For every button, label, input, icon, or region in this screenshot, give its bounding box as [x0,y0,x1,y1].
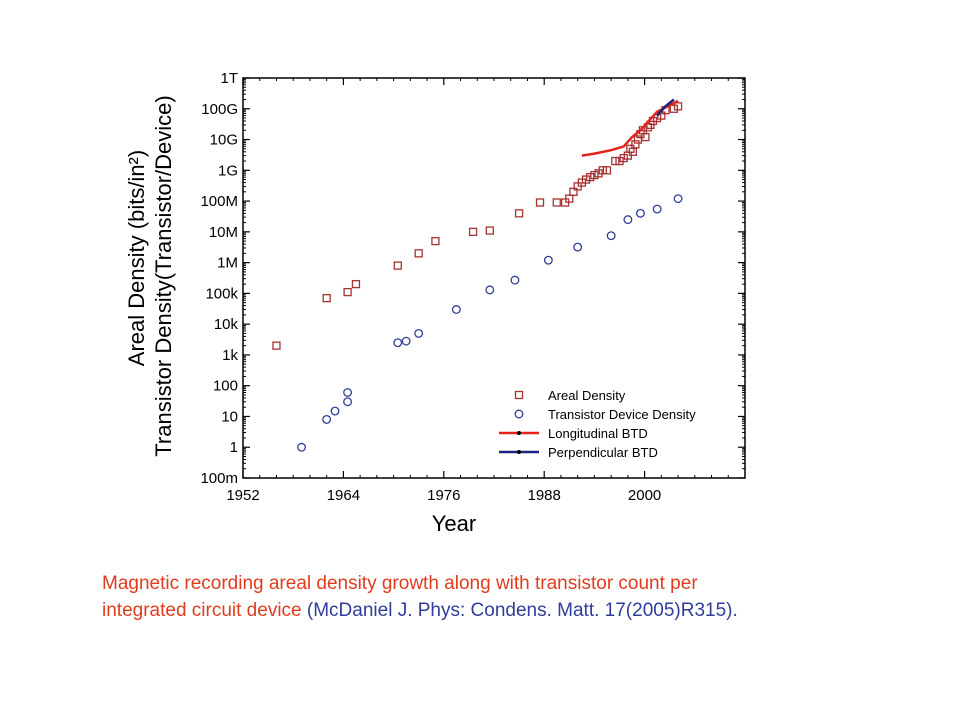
y-tick-label: 10 [221,408,238,425]
y-tick-label: 10M [209,224,238,241]
data-point-circle [606,231,616,241]
data-point-circle [414,328,424,338]
data-point-square [631,140,640,149]
series-line [656,98,675,117]
data-point-circle [510,275,520,285]
data-point-square [641,132,650,142]
data-point-square [602,166,612,175]
y-axis-title-2: Transistor Density(Transistor/Device) [151,95,176,456]
x-tick-label: 1988 [528,487,561,504]
data-point-square [669,104,679,113]
y-tick-label: 10G [210,132,238,149]
legend-swatch-circle [514,409,524,419]
y-tick-label: 100k [205,285,238,302]
y-tick-label: 1G [218,162,238,179]
data-point-square [673,102,683,111]
caption-citation: (McDaniel J. Phys: Condens. Matt. 17(200… [306,600,738,621]
data-point-circle [623,215,633,225]
data-point-circle [343,388,353,397]
data-point-square [431,236,440,246]
data-point-square [535,198,545,207]
legend-swatch-dot [517,450,521,454]
data-point-square [552,198,561,207]
data-point-square [468,227,478,236]
x-tick-label: 1976 [427,487,460,504]
legend-swatch-dot [517,431,521,435]
caption-line-1: Magnetic recording areal density growth … [102,573,698,594]
x-tick-label: 2000 [628,487,661,504]
data-point-square [581,175,591,184]
y-tick-label: 1k [222,347,238,364]
data-point-square [514,209,524,218]
data-point-circle [322,414,332,424]
data-point-square [598,166,607,175]
y-tick-label: 1 [230,439,238,456]
data-point-square [485,226,494,235]
legend-label: Areal Density [548,388,626,403]
figure-caption: Magnetic recording areal density growth … [102,570,942,624]
data-point-circle [330,406,340,416]
y-tick-label: 100G [201,101,238,118]
legend-swatch-square [514,390,524,400]
data-point-square [351,279,361,289]
x-axis-title: Year [432,511,476,536]
y-tick-label: 100M [200,193,238,210]
data-point-square [393,261,402,270]
data-point-circle [393,338,403,348]
data-point-square [611,156,620,166]
data-point-circle [573,242,583,252]
caption-line-2: integrated circuit device [102,600,307,621]
y-tick-label: 1T [220,70,238,87]
y-tick-label: 10k [214,316,239,333]
data-point-circle [343,397,353,407]
data-point-square [272,341,281,350]
legend-label: Longitudinal BTD [548,426,648,441]
chart-svg: 1T100G10G1G100M10M1M100k10k1k100101100m1… [124,70,746,536]
data-point-square [586,172,595,182]
y-axis-title: Areal Density (bits/in²) [124,150,149,366]
data-point-square [414,249,423,258]
data-point-circle [543,255,553,265]
data-point-square [590,170,599,180]
x-tick-label: 1964 [327,487,360,504]
data-point-circle [451,305,461,314]
data-point-circle [635,208,645,218]
data-point-circle [401,336,411,346]
data-point-square [569,187,578,196]
data-point-square [619,153,628,163]
y-tick-label: 1M [217,255,238,272]
x-tick-label: 1952 [226,487,259,504]
y-tick-label: 100 [213,378,238,395]
data-point-square [565,194,574,203]
y-tick-label: 100m [200,470,238,487]
chart-container: 1T 100G 10G 1G 100M 10M 1M 100k 10k 1k 100 10 1 100m 1… [124,70,746,536]
data-point-square [343,287,352,297]
data-point-square [322,294,331,303]
legend-label: Perpendicular BTD [548,445,658,460]
data-point-circle [297,442,307,452]
data-point-circle [485,285,495,295]
data-point-circle [652,204,662,214]
legend-label: Transistor Device Density [548,407,696,422]
data-point-circle [673,194,683,204]
